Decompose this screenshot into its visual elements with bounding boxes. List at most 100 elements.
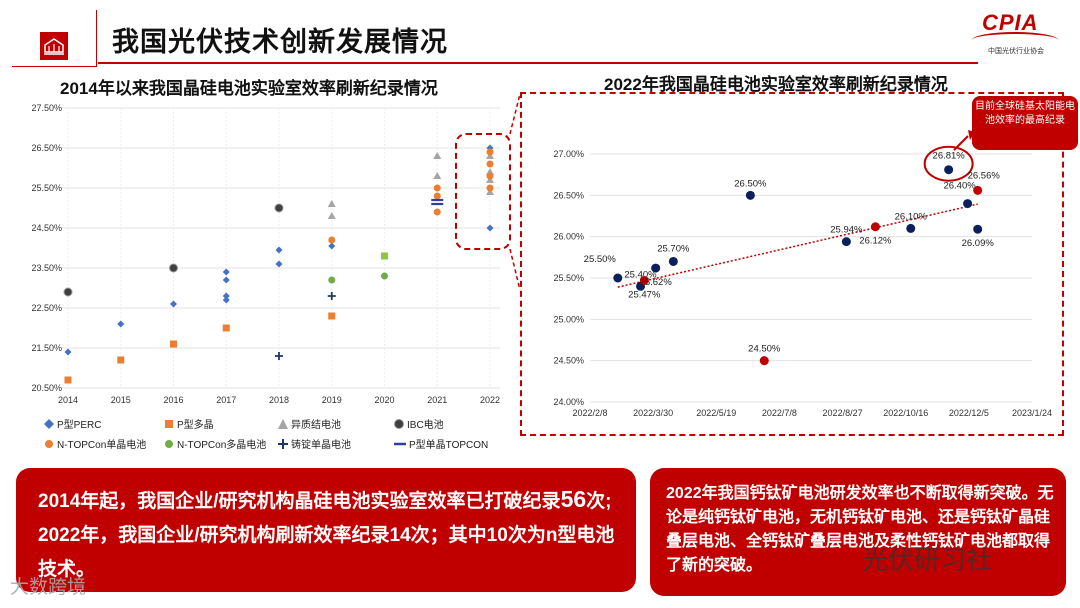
x-tick-label: 2021 xyxy=(427,395,447,405)
legend-item: P型多晶 xyxy=(164,416,214,431)
data-point xyxy=(944,165,954,175)
data-point-diamond xyxy=(222,296,230,304)
x-tick-label: 2022/12/5 xyxy=(949,408,989,418)
legend-label: 铸锭单晶电池 xyxy=(291,440,351,451)
summary-left-text: 2014年起，我国企业/研究机构晶硅电池实验室效率已打破纪录56次; 2022年… xyxy=(38,482,628,587)
summary-box-left: 2014年起，我国企业/研究机构晶硅电池实验室效率已打破纪录56次; 2022年… xyxy=(16,468,636,592)
data-label: 26.50% xyxy=(734,178,767,189)
circle-marker-icon xyxy=(45,439,53,448)
data-point-square xyxy=(170,340,177,348)
summary-left-line1: 2014年起，我国企业/研究机构晶硅电池实验室效率已打破纪录 xyxy=(38,491,561,512)
x-tick-label: 2022/5/19 xyxy=(696,408,736,418)
data-point-circle xyxy=(486,172,494,180)
data-point-square xyxy=(381,252,388,260)
cpia-logo-text: CPIA xyxy=(982,10,1039,35)
data-point xyxy=(613,273,623,283)
data-point-ring xyxy=(169,263,178,273)
record-callout: 目前全球硅基太阳能电池效率的最高纪录 xyxy=(972,96,1078,150)
data-label: 25.50% xyxy=(584,254,617,265)
data-point-diamond xyxy=(486,224,494,232)
highlight-ellipse xyxy=(923,145,974,182)
y-tick-label: 26.50% xyxy=(553,190,584,200)
x-tick-label: 2022/8/27 xyxy=(823,408,863,418)
zoom-line-top xyxy=(509,93,521,135)
left-chart-legend: P型PERC P型多晶 异质结电池 IBC电池 N-TOPCon单晶电池 N-T… xyxy=(34,414,514,454)
data-point-diamond xyxy=(170,300,177,308)
callout-arrow xyxy=(953,135,969,151)
y-tick-label: 24.50% xyxy=(31,223,62,233)
data-point-triangle xyxy=(327,212,336,219)
data-point-circle xyxy=(328,276,336,284)
y-tick-label: 22.50% xyxy=(31,303,62,313)
data-point-square xyxy=(117,356,125,364)
data-point-circle xyxy=(433,208,441,216)
page-header: 我国光伏技术创新发展情况 CPIA 中国光伏行业协会 xyxy=(0,0,1080,70)
legend-item: P型PERC xyxy=(44,416,101,431)
data-point xyxy=(759,356,769,366)
building-icon xyxy=(40,32,68,60)
y-tick-label: 24.00% xyxy=(553,397,584,407)
data-point xyxy=(668,256,678,266)
y-tick-label: 26.00% xyxy=(553,232,584,242)
data-point-diamond xyxy=(275,246,283,254)
data-point-circle xyxy=(433,192,441,200)
x-tick-label: 2022/7/8 xyxy=(762,408,797,418)
summary-left-count: 56 xyxy=(560,486,587,512)
page-title: 我国光伏技术创新发展情况 xyxy=(112,27,448,57)
data-point-circle xyxy=(486,148,494,156)
x-tick-label: 2018 xyxy=(269,395,289,405)
data-point-square xyxy=(64,376,72,384)
dash-marker-icon xyxy=(394,442,406,445)
data-point xyxy=(841,237,851,247)
watermark-left: 大数跨境 xyxy=(10,577,87,598)
diamond-marker-icon xyxy=(44,418,54,429)
cpia-logo-subtitle: 中国光伏行业协会 xyxy=(988,48,1044,55)
data-point-triangle xyxy=(433,172,442,179)
data-point-cross xyxy=(275,352,283,360)
data-label: 25.94% xyxy=(830,225,863,236)
summary-right-text: 2022年我国钙钛矿电池研发效率也不断取得新突破。无论是纯钙钛矿电池，无机钙钛矿… xyxy=(666,485,1054,574)
legend-item: 铸锭单晶电池 xyxy=(278,436,351,451)
data-point-diamond xyxy=(222,292,230,300)
data-point-diamond xyxy=(328,242,336,250)
x-tick-label: 2023/1/24 xyxy=(1012,408,1052,418)
data-label: 26.10% xyxy=(895,211,928,222)
cpia-logo-arc xyxy=(972,32,1058,48)
summary-left-line2: 2022年，我国企业/研究机构刷新效率纪录14次；其中10次为n型电池技术。 xyxy=(38,525,615,580)
data-point-diamond xyxy=(64,348,72,356)
y-tick-label: 27.50% xyxy=(31,103,62,113)
data-label: 25.40% xyxy=(624,269,657,280)
summary-box-right: 2022年我国钙钛矿电池研发效率也不断取得新突破。无论是纯钙钛矿电池，无机钙钛矿… xyxy=(650,468,1066,596)
x-tick-label: 2022/2/8 xyxy=(572,408,607,418)
data-point-cross xyxy=(327,292,336,300)
x-tick-label: 2020 xyxy=(374,395,394,405)
legend-label: N-TOPCon多晶电池 xyxy=(177,440,267,451)
x-tick-label: 2017 xyxy=(216,395,236,405)
triangle-marker-icon xyxy=(278,418,288,429)
data-point xyxy=(651,263,661,273)
data-point xyxy=(906,223,916,233)
data-point-triangle xyxy=(433,152,442,159)
logo-frame xyxy=(12,10,97,67)
circle-marker-icon xyxy=(165,439,173,448)
y-tick-label: 25.50% xyxy=(553,273,584,283)
data-point-circle xyxy=(381,272,388,280)
y-tick-label: 24.50% xyxy=(553,356,584,366)
data-label: 25.47% xyxy=(628,289,661,300)
data-point-diamond xyxy=(117,320,125,328)
left-chart-title: 2014年以来我国晶硅电池实验室效率刷新纪录情况 xyxy=(60,79,438,98)
data-label: 26.40% xyxy=(943,181,976,192)
legend-item: 异质结电池 xyxy=(278,416,341,431)
summary-left-line1-end: 次; xyxy=(586,491,612,512)
zoom-source-box xyxy=(455,133,511,250)
y-tick-label: 20.50% xyxy=(31,383,62,393)
data-point xyxy=(963,199,973,209)
data-point-diamond xyxy=(222,276,230,284)
legend-label: 异质结电池 xyxy=(291,420,341,431)
x-tick-label: 2016 xyxy=(163,395,183,405)
legend-label: P型单晶TOPCON xyxy=(409,440,489,451)
data-point xyxy=(973,224,983,234)
x-tick-label: 2022/3/30 xyxy=(633,408,673,418)
data-point xyxy=(745,190,755,200)
